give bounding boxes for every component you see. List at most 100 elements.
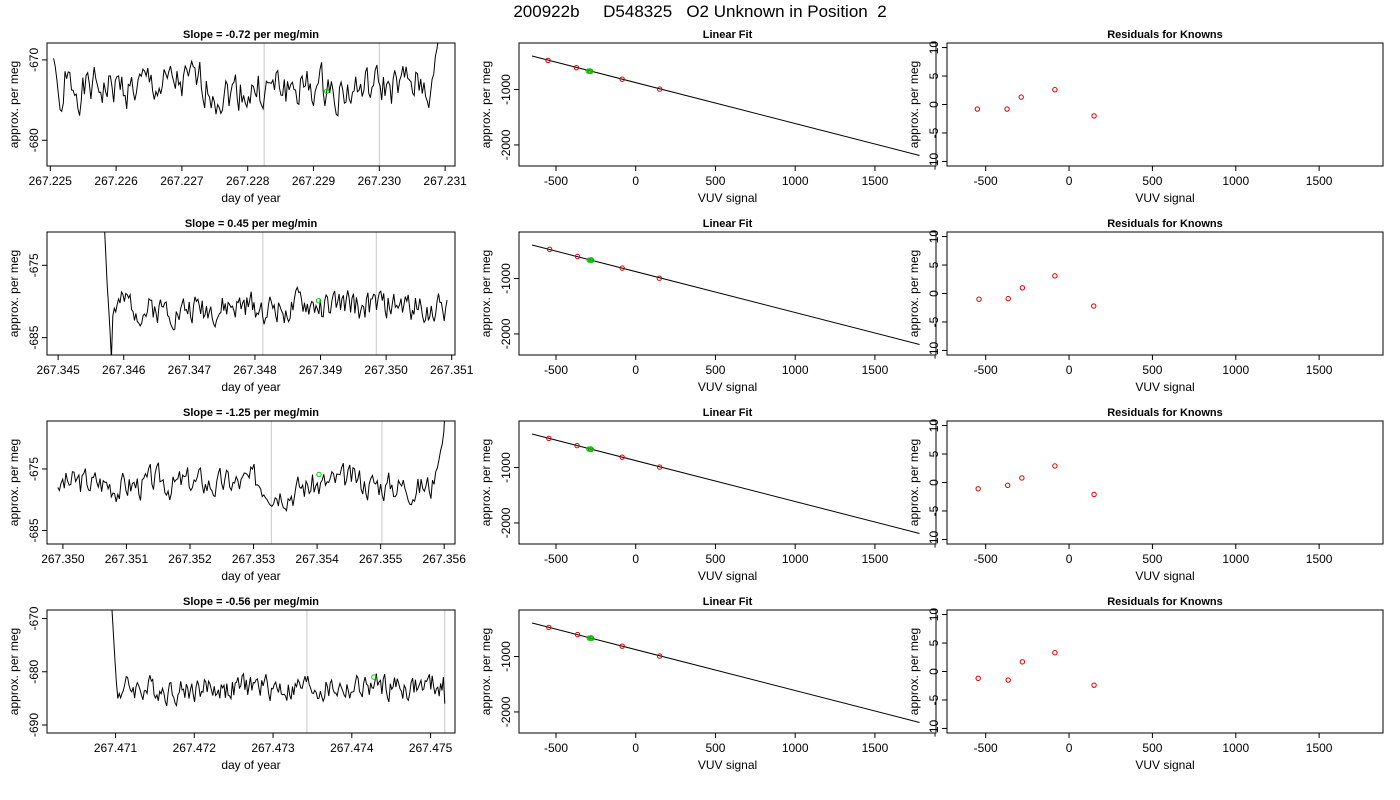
x-tick-label: 267.352	[168, 552, 212, 566]
y-tick-label: 5	[927, 450, 941, 457]
plot-frame	[46, 42, 456, 167]
y-tick-label: 0	[927, 668, 941, 675]
x-tick-label: 1000	[1222, 741, 1249, 755]
x-tick-label: 267.225	[29, 174, 73, 188]
x-tick-label: 267.226	[94, 174, 138, 188]
unknown-marker	[316, 471, 322, 478]
x-tick-label: -500	[974, 174, 998, 188]
y-axis-label: approx. per meg	[7, 628, 21, 715]
y-axis-label: approx. per meg	[907, 250, 921, 337]
known-point	[1019, 659, 1026, 665]
y-tick-label: -680	[27, 659, 41, 683]
y-tick-label: -5	[927, 694, 941, 705]
y-tick-label: -670	[27, 606, 41, 630]
x-tick-label: 500	[705, 741, 725, 755]
x-tick-label: 500	[705, 552, 725, 566]
panel-1-2: Linear Fit -500 0 500 1000 1500 -1000 -2000 VUV …	[479, 29, 937, 205]
x-tick-label: 1000	[782, 552, 809, 566]
x-tick-label: 500	[1142, 552, 1162, 566]
known-point	[545, 57, 551, 64]
known-point	[619, 76, 625, 82]
x-tick-label: 267.350	[364, 363, 408, 377]
x-tick-label: 0	[1066, 363, 1073, 377]
x-tick-label: 500	[705, 174, 725, 188]
x-tick-label: 1000	[1222, 363, 1249, 377]
y-tick-label: 5	[927, 72, 941, 79]
y-tick-label: -10	[927, 341, 941, 359]
x-tick-label: 267.227	[160, 174, 204, 188]
y-axis-label: approx. per meg	[479, 439, 493, 526]
x-tick-label: 267.231	[423, 174, 467, 188]
x-tick-label: 500	[1142, 363, 1162, 377]
x-tick-label: 267.355	[359, 552, 403, 566]
y-axis-label: approx. per meg	[907, 628, 921, 715]
panel-title: Slope = 0.45 per meg/min	[185, 218, 318, 230]
known-point	[619, 265, 625, 271]
known-point	[1052, 463, 1058, 469]
plot-frame	[518, 420, 937, 545]
y-tick-label: -1000	[499, 641, 513, 672]
x-tick-label: 267.347	[168, 363, 212, 377]
known-point	[656, 653, 663, 659]
known-point	[619, 643, 625, 649]
known-point	[974, 106, 981, 112]
unknown-marker	[371, 674, 377, 680]
fit-line	[531, 55, 920, 156]
x-tick-label: -500	[544, 741, 568, 755]
x-tick-label: 267.475	[409, 741, 453, 755]
y-tick-label: -10	[927, 530, 941, 548]
y-tick-label: 0	[927, 479, 941, 486]
y-tick-label: 5	[927, 639, 941, 646]
x-tick-label: 500	[1142, 174, 1162, 188]
x-tick-label: 1000	[782, 363, 809, 377]
x-tick-label: 267.349	[299, 363, 343, 377]
y-tick-label: -2000	[499, 696, 513, 727]
known-point	[976, 296, 982, 302]
known-point	[1018, 94, 1024, 100]
y-tick-label: -5	[927, 505, 941, 516]
y-tick-label: -10	[927, 152, 941, 170]
panel-2-1: Slope = 0.45 per meg/min 267.345 267.346 26…	[7, 218, 474, 394]
known-point	[546, 246, 553, 253]
x-tick-label: 267.345	[36, 363, 80, 377]
x-tick-label: -500	[544, 552, 568, 566]
plot-frame	[46, 420, 456, 545]
x-axis-label: day of year	[221, 569, 280, 583]
y-tick-label: 10	[927, 608, 941, 622]
x-axis-label: VUV signal	[1135, 569, 1194, 583]
x-tick-label: 267.230	[358, 174, 402, 188]
x-tick-label: 500	[1142, 741, 1162, 755]
x-tick-label: 1000	[782, 174, 809, 188]
y-axis-label: approx. per meg	[907, 439, 921, 526]
x-tick-label: 0	[632, 174, 639, 188]
plot-frame	[946, 231, 1384, 356]
known-point	[975, 486, 981, 492]
x-axis-label: day of year	[221, 758, 280, 772]
known-point	[574, 442, 580, 449]
y-axis-label: approx. per meg	[479, 628, 493, 715]
panel-title: Slope = -0.72 per meg/min	[183, 29, 319, 41]
y-tick-label: -5	[927, 316, 941, 327]
panel-3-3: Residuals for Knowns -500 0 500 1000 1500 10 5 0…	[907, 407, 1384, 583]
y-tick-label: -1000	[499, 263, 513, 294]
y-axis-label: approx. per meg	[7, 250, 21, 337]
y-axis-label: approx. per meg	[7, 439, 21, 526]
x-axis-label: VUV signal	[698, 191, 757, 205]
x-tick-label: 267.356	[423, 552, 467, 566]
known-point	[573, 64, 580, 71]
known-point	[1019, 475, 1025, 481]
x-tick-label: 500	[705, 363, 725, 377]
unknown-point	[589, 635, 595, 642]
fit-line	[531, 622, 920, 723]
y-tick-label: 5	[927, 261, 941, 268]
y-tick-label: -690	[27, 713, 41, 737]
known-point	[656, 464, 663, 470]
known-point	[656, 275, 663, 281]
panel-title: Slope = -1.25 per meg/min	[183, 407, 319, 419]
x-axis-label: VUV signal	[698, 758, 757, 772]
x-tick-label: 267.348	[233, 363, 277, 377]
x-tick-label: 267.354	[295, 552, 339, 566]
plot-frame	[946, 42, 1384, 167]
